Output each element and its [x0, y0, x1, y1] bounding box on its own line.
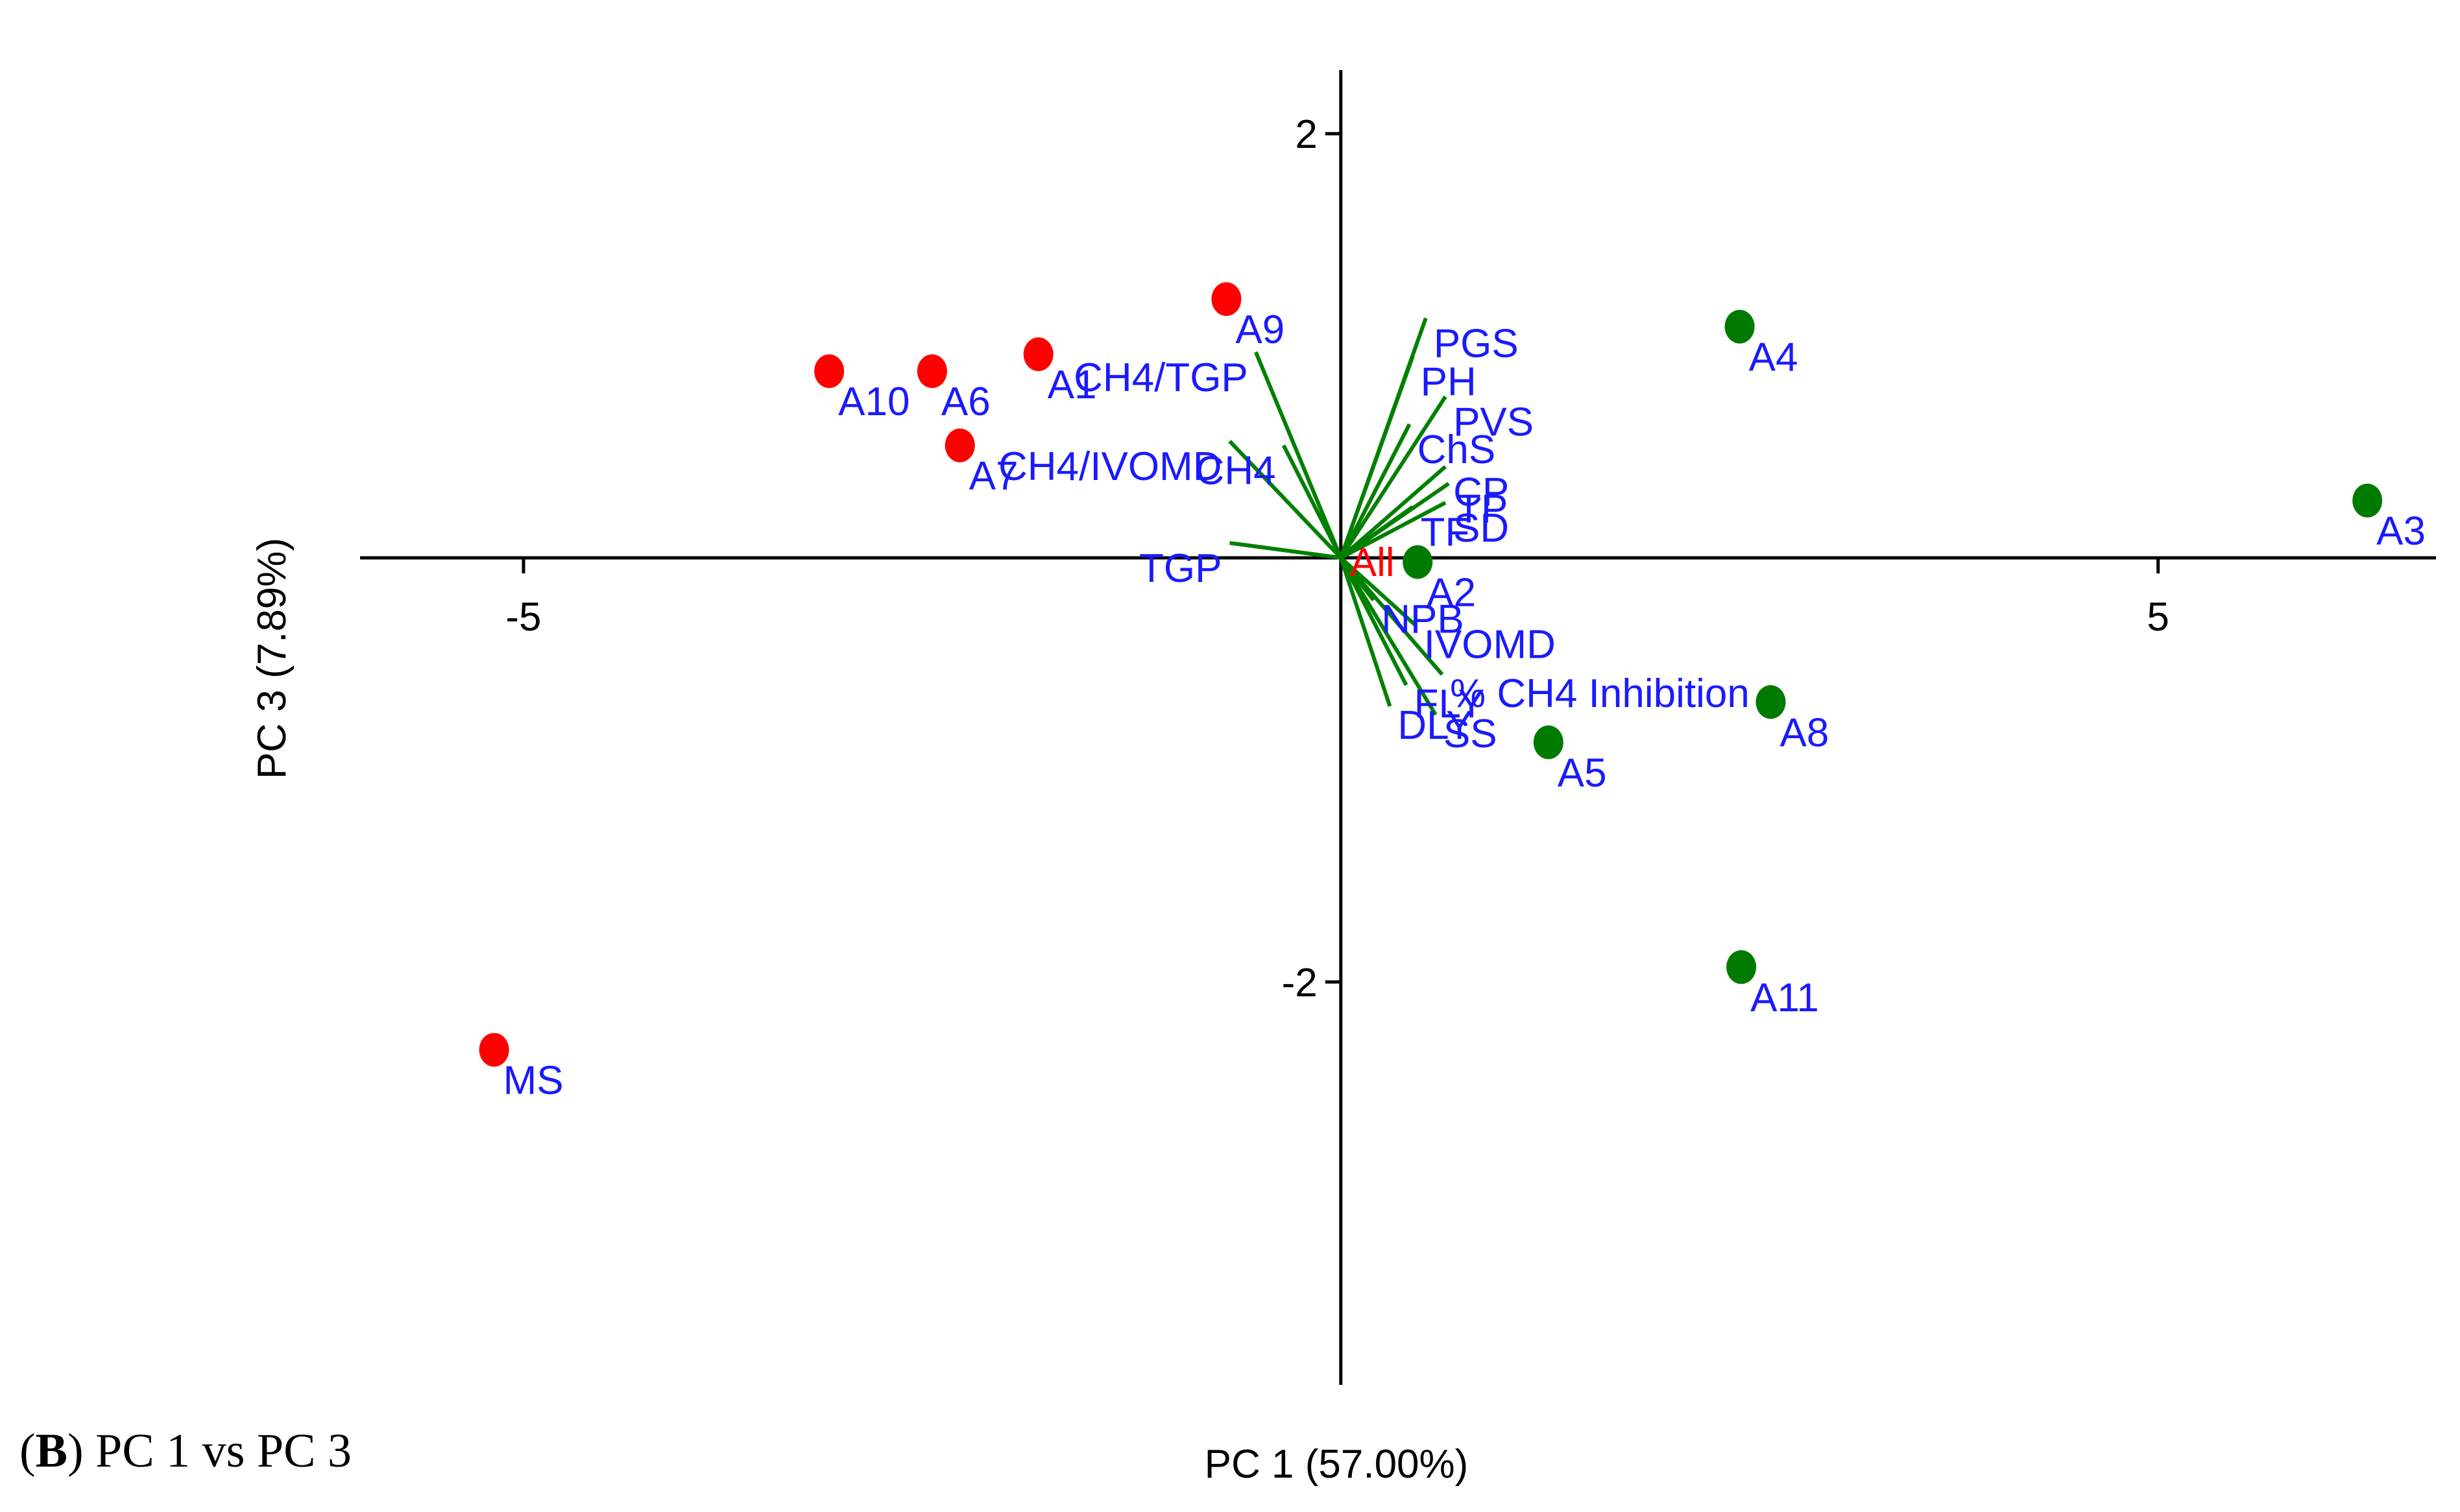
vector-label: CH4/IVOMD [998, 444, 1222, 489]
x-tick-label: -5 [505, 595, 541, 640]
vector-label: CH4 [1196, 449, 1276, 494]
y-tick-label: 2 [1295, 112, 1317, 157]
loading-vector-line [1339, 423, 1412, 559]
vector-label: SS [1443, 712, 1497, 756]
panel-caption-letter: B [35, 1424, 68, 1478]
score-point-label: MS [503, 1058, 564, 1103]
vector-label: CP [1453, 470, 1509, 514]
vector-label: PVS [1453, 400, 1534, 444]
vector-label: DLY [1397, 703, 1473, 748]
score-point-label: A5 [1558, 750, 1607, 795]
y-tick-label: -2 [1282, 961, 1318, 1005]
score-point-label: A1 [1048, 363, 1097, 407]
panel-caption: (B) PC 1 vs PC 3 [19, 1424, 352, 1478]
loading-vector-line [1229, 541, 1342, 560]
loading-vector-line [1339, 556, 1417, 627]
score-point [479, 1033, 509, 1067]
y-axis-title: PC 3 (7.89%) [250, 538, 295, 779]
x-axis-title: PC 1 (57.00%) [1205, 1442, 1469, 1487]
vector-label: CH4/TGP [1074, 355, 1248, 400]
score-point [814, 354, 845, 389]
score-points [479, 282, 2383, 1067]
vector-label: SD [1453, 506, 1509, 551]
axis-ticks: -5 5 2 -2 [505, 112, 2169, 1005]
score-point-label: A7 [969, 454, 1019, 499]
loading-vector-line [1339, 395, 1447, 559]
score-point [1211, 282, 1242, 317]
score-point-label: A2 [1427, 570, 1476, 615]
vector-label: TF [1421, 510, 1470, 555]
score-point [1726, 950, 1757, 984]
score-point-label: A6 [941, 379, 991, 424]
loading-vector-line [1339, 557, 1438, 716]
score-point-label: A8 [1779, 710, 1829, 755]
loading-vector-line [1339, 556, 1444, 676]
score-point-label: A11 [1750, 976, 1819, 1020]
vector-label: % CH4 Inhibition [1450, 671, 1750, 716]
vector-label: FLY [1414, 682, 1485, 726]
score-point [1403, 545, 1433, 579]
loading-vector-line [1339, 465, 1447, 560]
vector-label: PH [1421, 359, 1477, 404]
score-point-label: A3 [2376, 509, 2426, 554]
score-point [917, 354, 947, 389]
loading-vector-line [1228, 440, 1342, 560]
score-point [945, 428, 975, 462]
score-point [2352, 483, 2383, 518]
vector-label: NPB [1381, 597, 1464, 642]
score-point [1724, 309, 1755, 344]
vector-label: TGP [1139, 546, 1222, 591]
score-point [1023, 337, 1054, 372]
loading-vector-line [1340, 501, 1447, 560]
axes [360, 70, 2436, 1385]
score-point [1755, 685, 1786, 719]
origin-label: All [1350, 540, 1395, 585]
x-tick-label: 5 [2147, 595, 2169, 640]
vector-label: ChS [1417, 427, 1496, 472]
loading-vector-line [1254, 351, 1343, 559]
vector-label: TP [1456, 487, 1508, 532]
score-point-label: A9 [1235, 307, 1284, 352]
score-point [1533, 725, 1563, 760]
vector-label: PGS [1434, 322, 1519, 366]
panel-caption-text: PC 1 vs PC 3 [95, 1424, 352, 1478]
loading-vector-line [1338, 557, 1392, 707]
loading-vectors [1228, 317, 1450, 716]
vector-label: IVOMD [1424, 623, 1556, 667]
loading-vector-line [1281, 444, 1343, 559]
score-point-label: A10 [838, 379, 910, 424]
loading-vector-line [1338, 355, 1415, 558]
score-point-label: A4 [1749, 335, 1798, 380]
